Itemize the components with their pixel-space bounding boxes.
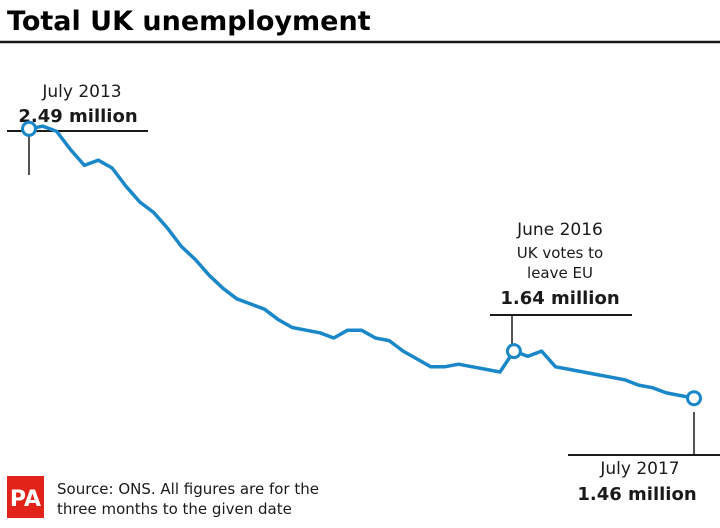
- source-line-2: three months to the given date: [57, 500, 292, 518]
- highlight-marker-2013-07: [21, 120, 37, 137]
- end-value-label: 1.46 million: [577, 484, 696, 505]
- mid-note-line2: leave EU: [527, 264, 593, 282]
- chart-title: Total UK unemployment: [7, 6, 371, 37]
- start-date-label: July 2013: [41, 82, 121, 102]
- pa-logo: [7, 476, 44, 518]
- source-line-1: Source: ONS. All figures are for the: [57, 480, 319, 498]
- mid-note-line1: UK votes to: [517, 244, 603, 262]
- plot-area: [21, 120, 702, 407]
- end-date-label: July 2017: [599, 459, 679, 479]
- highlight-marker-2017-07: [686, 390, 702, 407]
- unemployment-series-line: [27, 124, 696, 400]
- highlight-marker-2016-06: [505, 343, 522, 360]
- pa-logo-text: PA: [10, 487, 41, 512]
- mid-value-label: 1.64 million: [500, 288, 619, 309]
- mid-date-label: June 2016: [516, 220, 603, 240]
- start-value-label: 2.49 million: [18, 106, 137, 127]
